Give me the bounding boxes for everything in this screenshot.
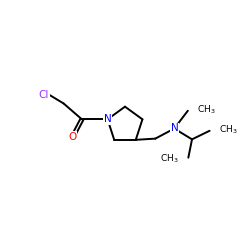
Text: CH$_3$: CH$_3$ (219, 123, 238, 136)
Text: CH$_3$: CH$_3$ (197, 103, 216, 116)
Text: N: N (104, 114, 112, 124)
Text: CH$_3$: CH$_3$ (160, 153, 179, 165)
Text: Cl: Cl (39, 90, 49, 100)
Text: N: N (170, 123, 178, 133)
Text: O: O (68, 132, 77, 142)
